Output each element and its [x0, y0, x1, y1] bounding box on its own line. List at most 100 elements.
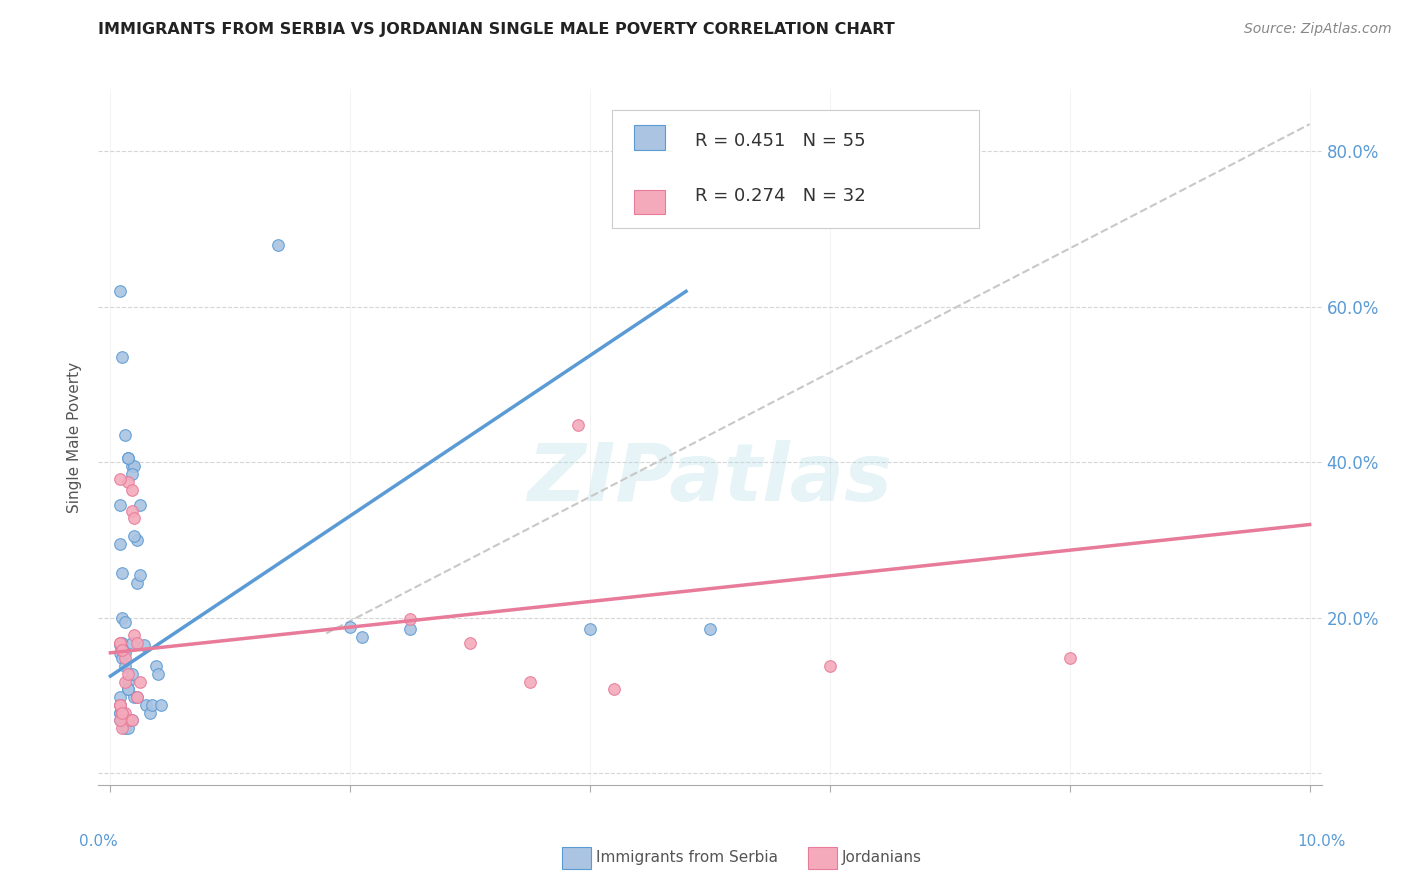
Bar	[634, 126, 665, 150]
Point	[125, 575, 148, 590]
Text: ZIPatlas: ZIPatlas	[527, 440, 893, 518]
Point	[121, 467, 143, 481]
Point	[111, 714, 134, 728]
Point	[108, 714, 131, 728]
Point	[111, 643, 134, 657]
Point	[108, 537, 131, 551]
Point	[458, 636, 481, 650]
Point	[117, 451, 139, 466]
Point	[339, 620, 361, 634]
Point	[114, 714, 136, 728]
Text: IMMIGRANTS FROM SERBIA VS JORDANIAN SINGLE MALE POVERTY CORRELATION CHART: IMMIGRANTS FROM SERBIA VS JORDANIAN SING…	[98, 22, 896, 37]
Point	[699, 623, 721, 637]
Point	[117, 451, 139, 466]
Point	[111, 611, 134, 625]
Point	[121, 636, 143, 650]
Point	[108, 706, 131, 720]
Y-axis label: Single Male Poverty: Single Male Poverty	[67, 361, 83, 513]
Point	[108, 472, 131, 486]
Point	[111, 721, 134, 735]
Point	[148, 666, 170, 681]
Point	[124, 690, 146, 705]
Text: R = 0.274   N = 32: R = 0.274 N = 32	[696, 186, 866, 204]
Point	[124, 459, 146, 474]
Point	[125, 690, 148, 705]
Point	[129, 568, 152, 582]
Bar	[612, 110, 979, 228]
Point	[117, 666, 139, 681]
Text: R = 0.451   N = 55: R = 0.451 N = 55	[696, 132, 866, 150]
Point	[111, 706, 134, 720]
Point	[121, 714, 143, 728]
Point	[267, 237, 290, 252]
Point	[114, 646, 136, 660]
Point	[125, 636, 148, 650]
Point	[114, 615, 136, 629]
Point	[111, 636, 134, 650]
Point	[114, 428, 136, 442]
Point	[519, 674, 541, 689]
Point	[399, 623, 422, 637]
Point	[108, 714, 131, 728]
Point	[129, 498, 152, 512]
Point	[117, 721, 139, 735]
Point	[129, 674, 152, 689]
Point	[117, 682, 139, 697]
Point	[121, 459, 143, 474]
Point	[111, 714, 134, 728]
Point	[121, 714, 143, 728]
Point	[111, 651, 134, 665]
Point	[132, 638, 155, 652]
Point	[108, 698, 131, 712]
Point	[139, 706, 162, 720]
Text: Jordanians: Jordanians	[842, 850, 922, 864]
Point	[121, 483, 143, 497]
Point	[603, 682, 626, 697]
Point	[124, 529, 146, 543]
Point	[149, 698, 172, 712]
Point	[114, 706, 136, 720]
Point	[108, 690, 131, 705]
Point	[145, 659, 167, 673]
Point	[117, 475, 139, 489]
Point	[114, 659, 136, 673]
Point	[124, 511, 146, 525]
Point	[111, 643, 134, 657]
Point	[117, 714, 139, 728]
Point	[567, 417, 589, 432]
Point	[108, 498, 131, 512]
Point	[114, 721, 136, 735]
Point	[108, 698, 131, 712]
Point	[108, 706, 131, 720]
Point	[108, 636, 131, 650]
Point	[108, 285, 131, 299]
Point	[117, 674, 139, 689]
Point	[579, 623, 602, 637]
Point	[111, 351, 134, 365]
Point	[135, 698, 157, 712]
Point	[399, 612, 422, 626]
Text: Immigrants from Serbia: Immigrants from Serbia	[596, 850, 778, 864]
Point	[111, 706, 134, 720]
Text: Source: ZipAtlas.com: Source: ZipAtlas.com	[1244, 22, 1392, 37]
Point	[114, 674, 136, 689]
Point	[117, 682, 139, 697]
Point	[125, 690, 148, 705]
Text: 0.0%: 0.0%	[79, 834, 118, 849]
Point	[111, 566, 134, 580]
Point	[108, 646, 131, 660]
Point	[818, 659, 841, 673]
Point	[141, 698, 163, 712]
Point	[114, 651, 136, 665]
Bar	[634, 190, 665, 214]
Point	[125, 533, 148, 547]
Point	[1059, 651, 1081, 665]
Point	[352, 630, 374, 644]
Point	[108, 698, 131, 712]
Point	[121, 666, 143, 681]
Point	[108, 638, 131, 652]
Point	[108, 636, 131, 650]
Text: 10.0%: 10.0%	[1298, 834, 1346, 849]
Point	[124, 628, 146, 642]
Point	[121, 503, 143, 517]
